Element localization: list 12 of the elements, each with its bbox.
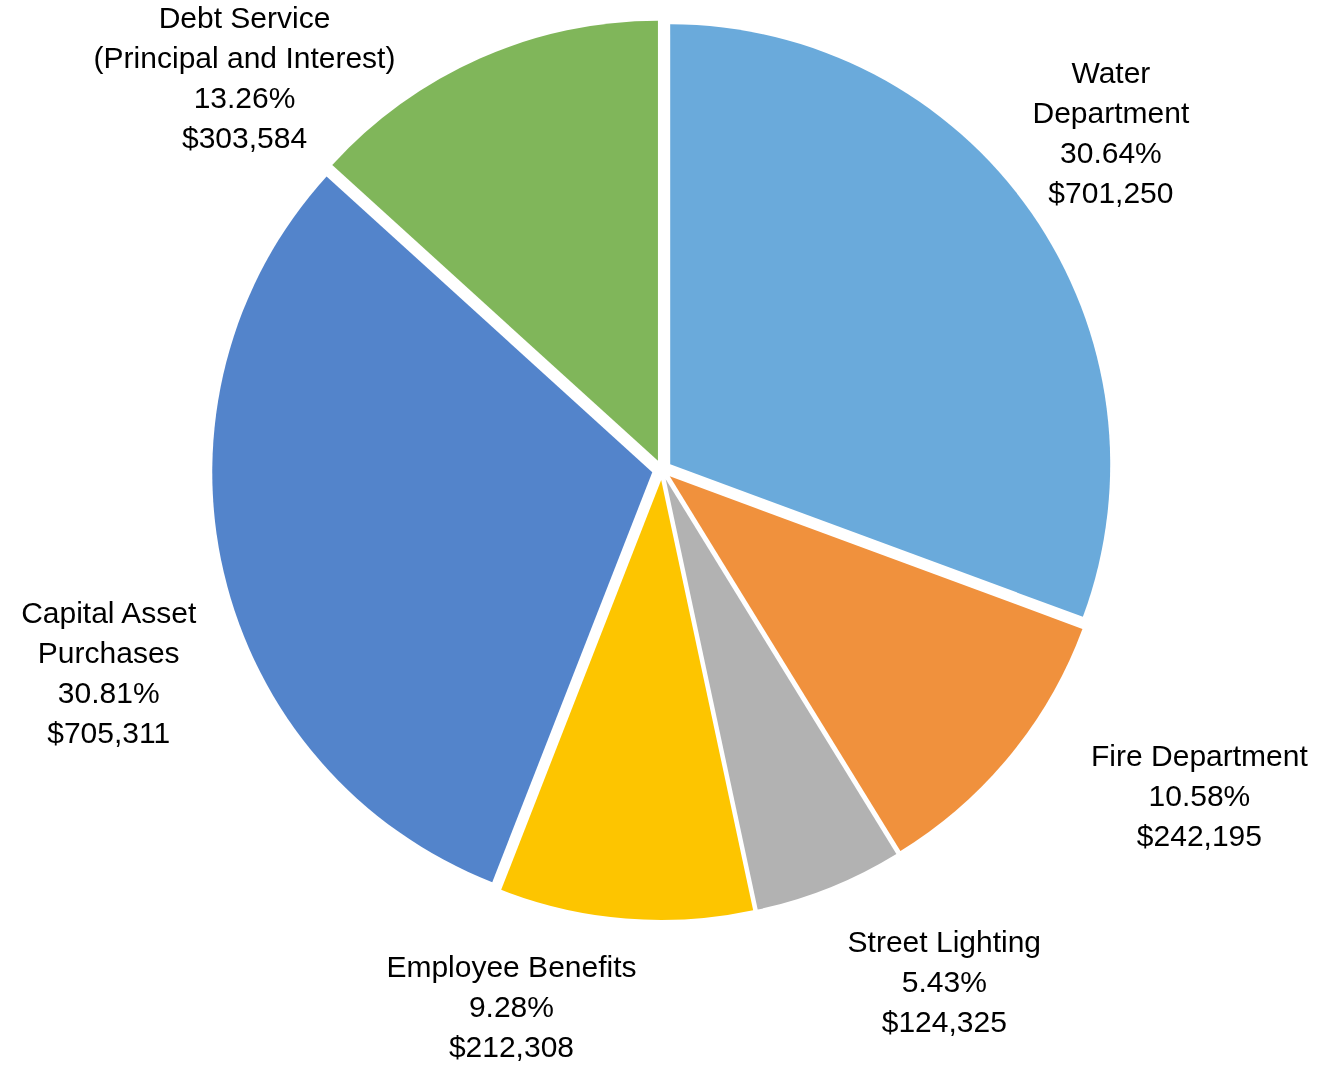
slice-label: Employee Benefits [386,950,637,984]
slice-label: Water Department [1032,55,1190,129]
slice-label: Capital Asset Purchases [21,595,197,669]
data-label: 5.43% $124,325 [881,964,1007,1038]
data-label: 9.28% $212,308 [448,990,575,1064]
data-label: 13.26% $303,584 [181,80,308,154]
data-label: 10.58% $242,195 [1136,779,1262,853]
slice-label: Fire Department [1091,739,1309,773]
slice-label: Debt Service (Principal and Interest) [93,0,396,74]
data-label: 30.64% $701,250 [1048,135,1174,209]
data-label: 30.81% $705,311 [47,675,171,749]
slice-label: Street Lighting [847,924,1042,958]
